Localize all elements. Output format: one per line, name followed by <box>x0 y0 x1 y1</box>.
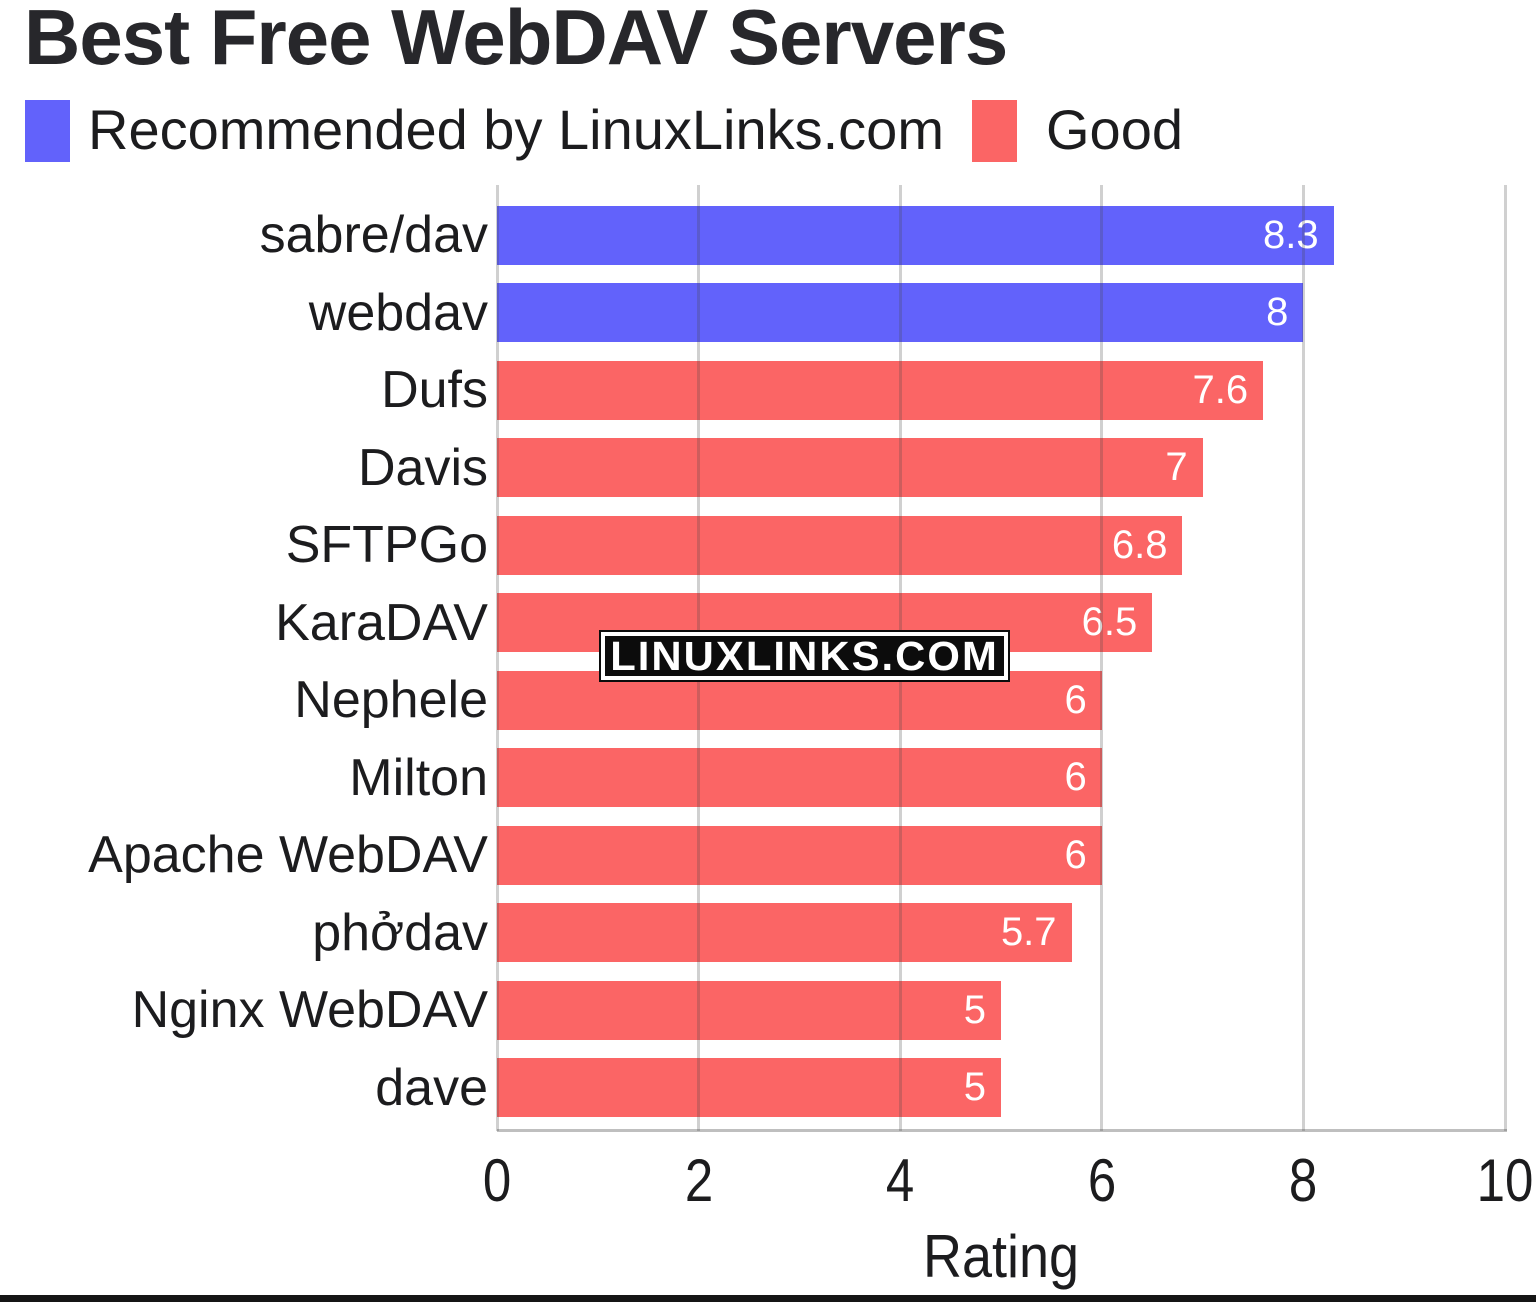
bar-value-label: 8.3 <box>1263 212 1319 257</box>
gridline-x-10 <box>1503 185 1507 1131</box>
legend-label-good: Good <box>1046 98 1183 161</box>
category-label-sabre-dav: sabre/dav <box>259 206 488 264</box>
legend-label-recommended: Recommended by LinuxLinks.com <box>88 98 944 161</box>
x-tick-label-10: 10 <box>1476 1147 1534 1214</box>
category-label-milton: Milton <box>349 748 488 807</box>
x-tick-label-2: 2 <box>684 1147 713 1214</box>
bar-value-label: 7 <box>1165 445 1188 489</box>
legend-swatch-good <box>972 100 1017 162</box>
x-axis-title: Rating <box>922 1223 1080 1290</box>
x-tick-label-8: 8 <box>1289 1147 1318 1214</box>
watermark: LINUXLINKS.COM <box>601 632 1008 680</box>
gridline-x-8 <box>1301 185 1305 1131</box>
bar-sftpgo: 6.8 <box>497 515 1183 575</box>
x-tick-label-4: 4 <box>886 1147 915 1214</box>
legend-swatch-recommended <box>25 100 70 162</box>
bar-milton: 6 <box>497 748 1102 807</box>
bar-value-label: 6 <box>1064 755 1087 799</box>
bar-dave: 5 <box>497 1058 1001 1117</box>
bar-value-label: 6.5 <box>1081 600 1138 644</box>
category-label-webdav: webdav <box>308 283 488 342</box>
bar-value-label: 6 <box>1064 832 1087 877</box>
x-tick-label-0: 0 <box>482 1147 512 1214</box>
gridline-x-0 <box>495 185 499 1131</box>
bar-value-label: 6 <box>1064 677 1087 722</box>
bar-value-label: 6.8 <box>1111 522 1168 567</box>
category-label-ph-dav: phởdav <box>312 903 488 962</box>
category-label-sftpgo: SFTPGo <box>285 516 488 574</box>
bottom-border <box>0 1295 1536 1302</box>
category-label-nephele: Nephele <box>294 671 488 729</box>
bar-sabre-dav: 8.3 <box>497 205 1334 265</box>
category-label-dufs: Dufs <box>381 361 488 419</box>
bar-dufs: 7.6 <box>497 360 1264 420</box>
bar-value-label: 5 <box>963 1065 986 1109</box>
legend: Recommended by LinuxLinks.com Good <box>0 100 1536 164</box>
gridline-x-6 <box>1100 185 1104 1131</box>
chart-title: Best Free WebDAV Servers <box>24 0 1008 81</box>
bar-value-label: 5 <box>963 987 986 1032</box>
bar-nginx-webdav: 5 <box>497 980 1001 1040</box>
category-label-karadav: KaraDAV <box>275 593 488 652</box>
category-label-apache-webdav: Apache WebDAV <box>88 826 488 884</box>
bar-webdav: 8 <box>497 283 1304 342</box>
bar-davis: 7 <box>497 438 1203 497</box>
bar-value-label: 5.7 <box>1000 910 1057 954</box>
bar-value-label: 8 <box>1266 290 1289 334</box>
category-label-nginx-webdav: Nginx WebDAV <box>131 981 488 1039</box>
watermark-text: LINUXLINKS.COM <box>610 632 999 679</box>
category-label-dave: dave <box>375 1058 488 1117</box>
bar-apache-webdav: 6 <box>497 825 1102 885</box>
category-label-davis: Davis <box>357 438 488 497</box>
plot-area: 8.3 8 7.6 7 6.8 6.5 6 6 6 5.7 5 5 <box>495 185 1507 1131</box>
bar-ph-dav: 5.7 <box>497 903 1072 962</box>
bar-nephele: 6 <box>497 670 1102 730</box>
bar-value-label: 7.6 <box>1192 367 1249 412</box>
x-tick-label-6: 6 <box>1087 1147 1116 1214</box>
x-axis-line <box>497 1129 1507 1132</box>
